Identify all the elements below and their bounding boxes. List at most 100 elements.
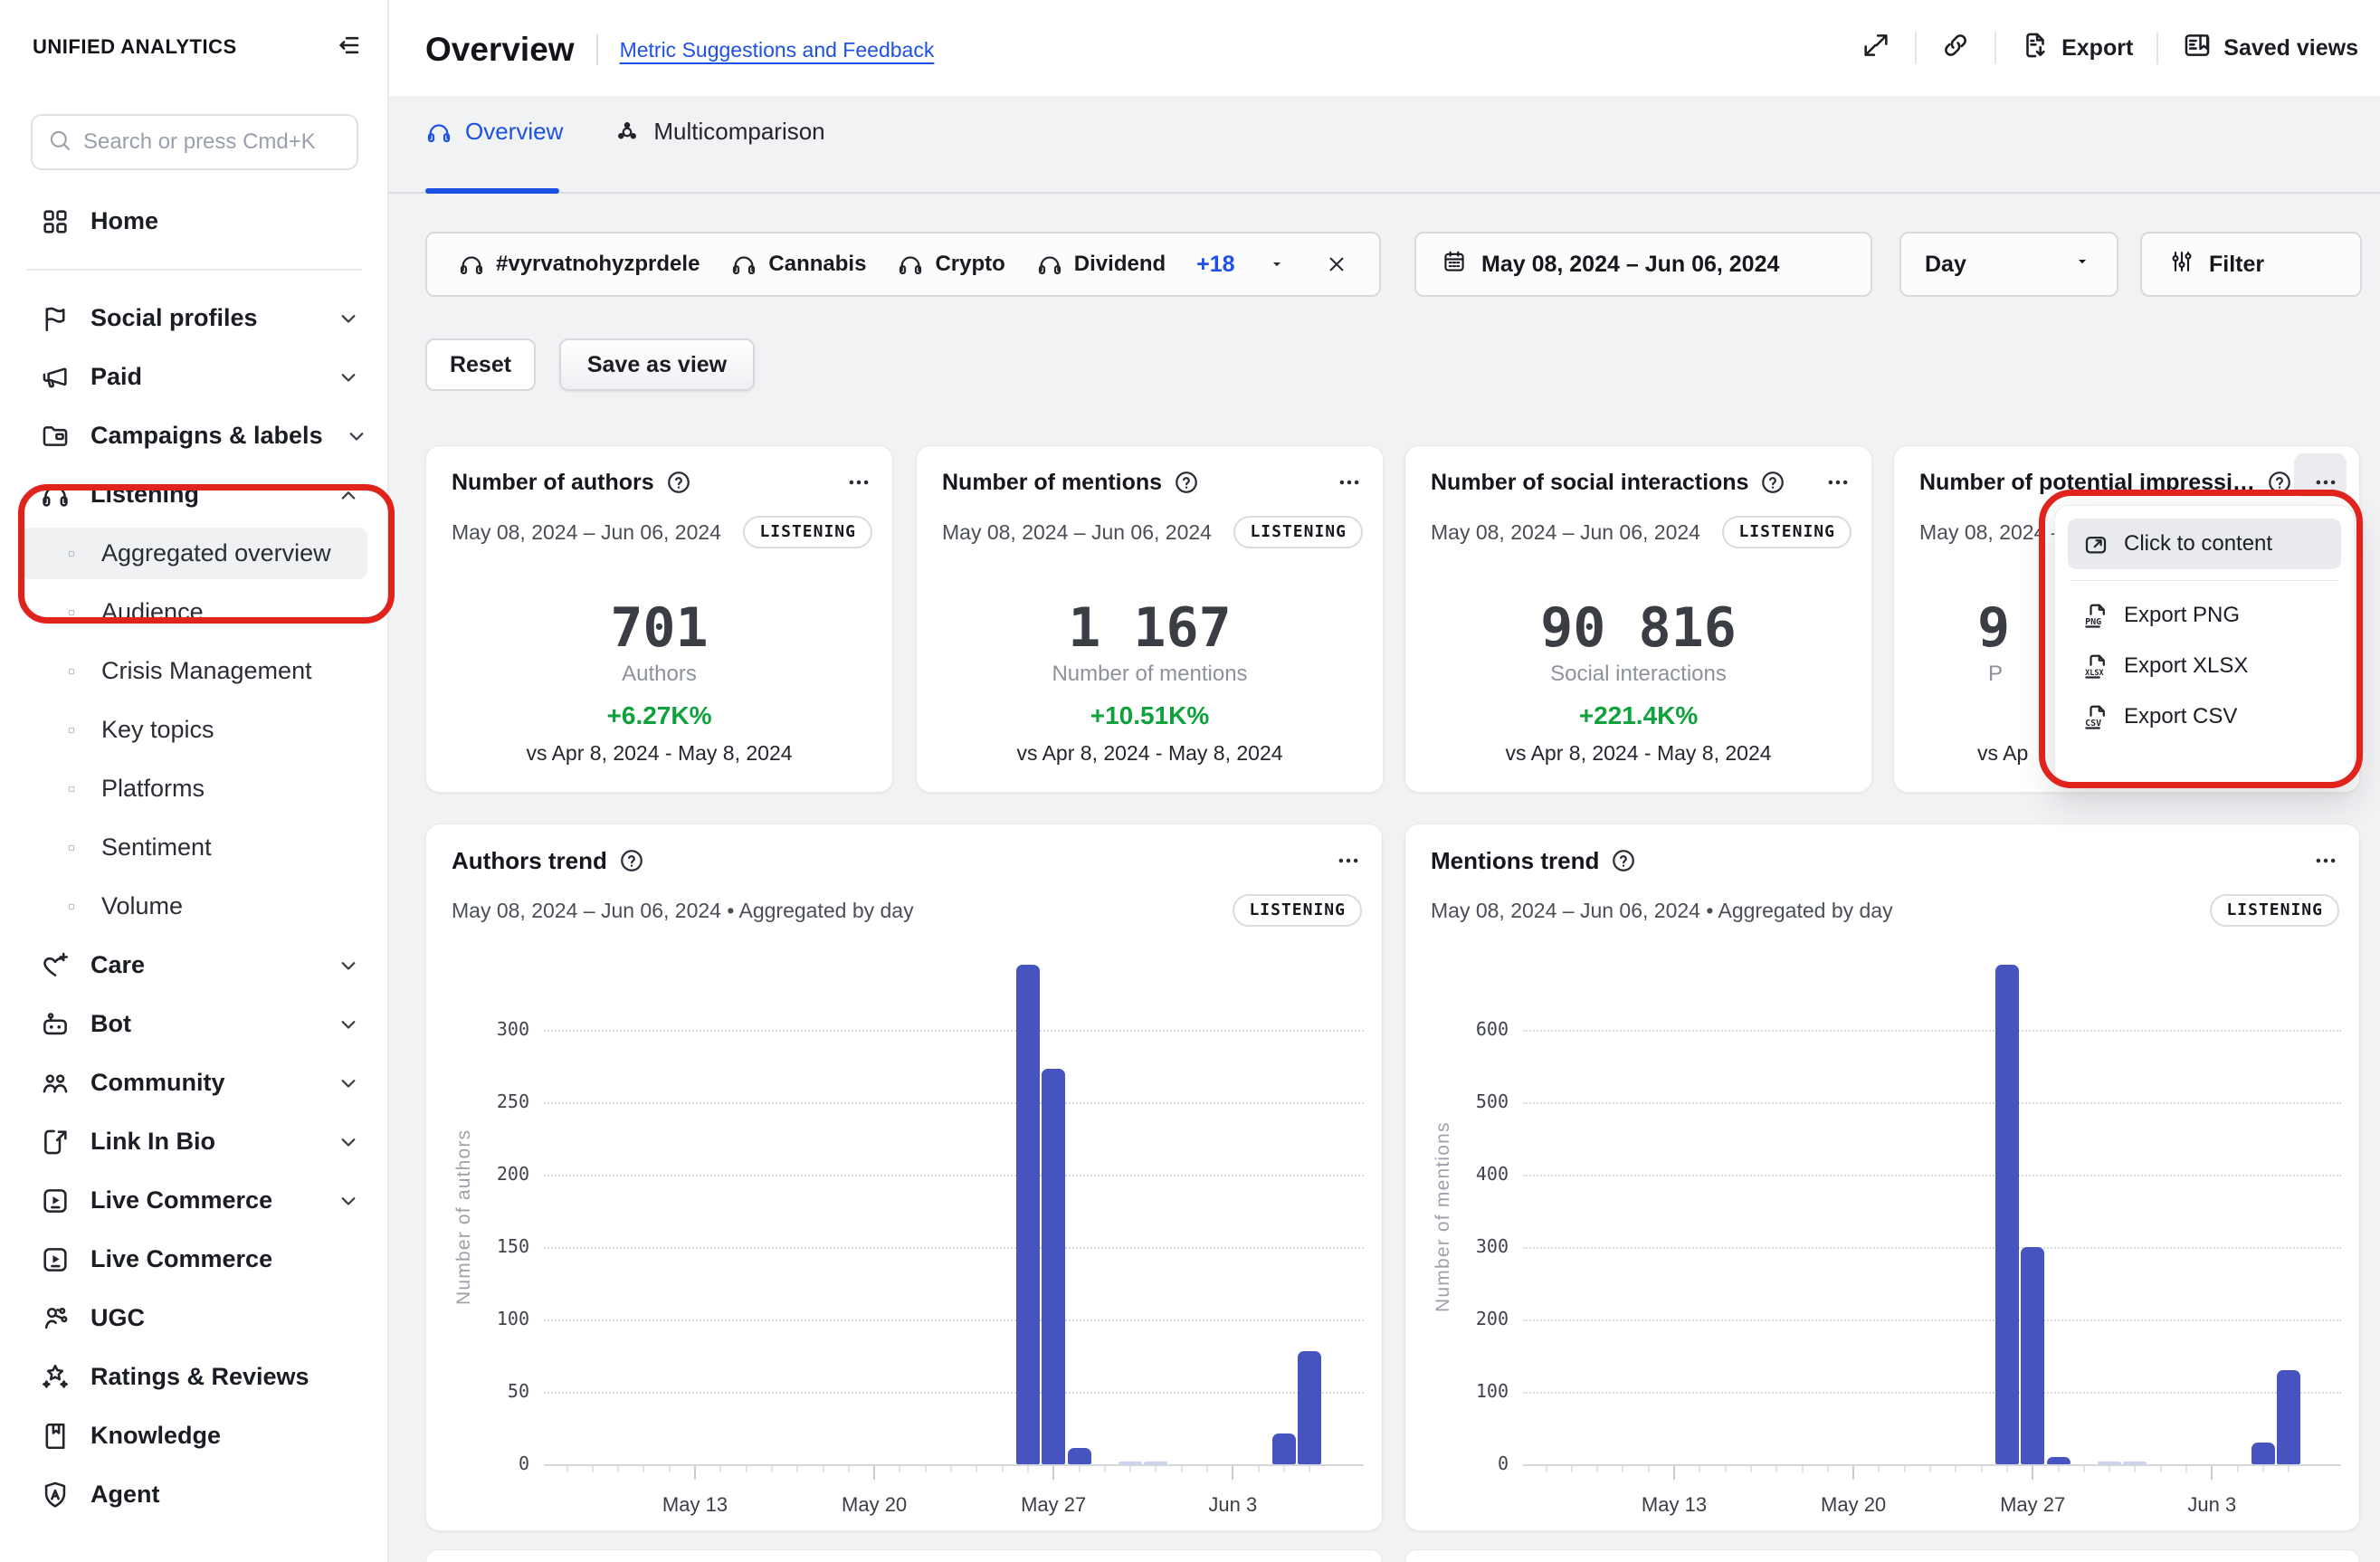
date-range-picker[interactable]: May 08, 2024 – Jun 06, 2024 <box>1414 232 1872 297</box>
bar-jun-5[interactable] <box>2251 1443 2275 1464</box>
bar-may-26[interactable] <box>1994 965 2019 1464</box>
menu-item-label: Export CSV <box>2124 704 2238 729</box>
sidebar-item-home[interactable]: Home <box>0 192 389 251</box>
chevron-down-icon[interactable] <box>335 1129 362 1156</box>
y-axis-tick-label: 50 <box>507 1380 529 1402</box>
day-tick <box>770 1466 773 1472</box>
save-as-view-button[interactable]: Save as view <box>559 338 755 391</box>
sidebar-item-sentiment[interactable]: Sentiment <box>0 818 389 877</box>
help-icon[interactable] <box>2266 469 2293 496</box>
bar-jun-6[interactable] <box>2277 1370 2301 1464</box>
bar-may-30[interactable] <box>2098 1462 2122 1464</box>
day-tick <box>1206 1466 1208 1472</box>
sidebar-item-bot[interactable]: Bot <box>0 995 389 1053</box>
card-menu-button[interactable] <box>1824 469 1852 496</box>
chevron-down-icon[interactable] <box>335 1070 362 1097</box>
stars-icon <box>40 1362 71 1393</box>
bar-may-28[interactable] <box>2046 1457 2071 1464</box>
menu-item-export-png[interactable]: PNG Export PNG <box>2068 590 2341 641</box>
more-topics-button[interactable]: +18 <box>1196 251 1235 277</box>
bar-may-27[interactable] <box>2021 1247 2045 1464</box>
chevron-down-icon[interactable] <box>335 305 362 332</box>
topic-chip[interactable]: Dividend <box>1036 251 1166 278</box>
sidebar-item-live-commerce[interactable]: Live Commerce <box>0 1171 389 1230</box>
card-menu-button[interactable] <box>1336 469 1363 496</box>
bar-jun-5[interactable] <box>1271 1433 1296 1464</box>
x-axis-tick <box>1673 1466 1675 1480</box>
menu-item-export-csv[interactable]: CSV Export CSV <box>2068 691 2341 742</box>
help-icon[interactable] <box>665 469 692 496</box>
sidebar-item-social-profiles[interactable]: Social profiles <box>0 289 389 348</box>
topic-chip[interactable]: Cannabis <box>730 251 866 278</box>
menu-item-label: Export XLSX <box>2124 653 2249 678</box>
sidebar-item-aggregated-overview[interactable]: Aggregated overview <box>0 524 389 583</box>
sidebar-item-volume[interactable]: Volume <box>0 877 389 936</box>
sidebar-item-care[interactable]: Care <box>0 936 389 995</box>
bar-jun-6[interactable] <box>1298 1351 1322 1464</box>
granularity-select[interactable]: Day <box>1899 232 2118 297</box>
help-icon[interactable] <box>1759 469 1786 496</box>
chevron-down-icon[interactable] <box>343 423 370 450</box>
filter-button[interactable]: Filter <box>2140 232 2362 297</box>
sidebar-item-knowledge[interactable]: Knowledge <box>0 1406 389 1465</box>
card-menu-button[interactable] <box>2312 847 2339 874</box>
square-bullet-icon <box>65 724 78 737</box>
sidebar-search[interactable] <box>31 114 358 170</box>
saved-views-button[interactable]: Saved views <box>2182 30 2358 67</box>
sidebar-item-campaigns-labels[interactable]: Campaigns & labels <box>0 406 389 465</box>
collapse-sidebar-icon[interactable] <box>331 30 362 65</box>
help-icon[interactable] <box>1173 469 1200 496</box>
sidebar-item-listening[interactable]: Listening <box>0 465 389 524</box>
gridline <box>1523 1392 2341 1394</box>
y-axis-tick-label: 0 <box>518 1452 529 1474</box>
metric-suggestions-link[interactable]: Metric Suggestions and Feedback <box>619 37 935 62</box>
bar-may-31[interactable] <box>2123 1462 2147 1464</box>
menu-item-export-xlsx[interactable]: XLSX Export XLSX <box>2068 641 2341 691</box>
tab-multicomparison[interactable]: Multicomparison <box>614 118 825 171</box>
x-axis-tick <box>1852 1466 1855 1480</box>
clear-topics-icon[interactable] <box>1324 252 1349 277</box>
tab-overview[interactable]: Overview <box>425 118 563 171</box>
header-separator <box>595 34 598 65</box>
sidebar-item-label: Knowledge <box>90 1422 222 1449</box>
sidebar-item-community[interactable]: Community <box>0 1053 389 1112</box>
topic-chip[interactable]: Crypto <box>897 251 1005 278</box>
help-icon[interactable] <box>1610 847 1637 874</box>
bar-may-26[interactable] <box>1015 965 1040 1464</box>
chevron-down-icon[interactable] <box>335 1011 362 1038</box>
chevron-down-icon[interactable] <box>335 364 362 391</box>
help-icon[interactable] <box>618 847 645 874</box>
card-menu-button[interactable] <box>1335 847 1362 874</box>
square-bullet-icon <box>65 842 78 854</box>
sidebar-item-crisis-management[interactable]: Crisis Management <box>0 642 389 700</box>
card-menu-button[interactable] <box>845 469 872 496</box>
fullscreen-button[interactable] <box>1861 30 1891 67</box>
day-tick <box>1078 1466 1081 1472</box>
sidebar-item-link-in-bio[interactable]: Link In Bio <box>0 1112 389 1171</box>
bar-may-28[interactable] <box>1067 1448 1091 1464</box>
sidebar-item-live-commerce[interactable]: Live Commerce <box>0 1230 389 1289</box>
sidebar-item-audience[interactable]: Audience <box>0 583 389 642</box>
sidebar-item-paid[interactable]: Paid <box>0 348 389 406</box>
menu-item-click-to-content[interactable]: Click to content <box>2068 519 2341 569</box>
day-tick <box>1903 1466 1906 1472</box>
chevron-down-icon[interactable] <box>335 1187 362 1214</box>
bar-may-27[interactable] <box>1042 1069 1066 1464</box>
topic-chip[interactable]: #vyrvatnohyzprdele <box>458 251 700 278</box>
sidebar-item-key-topics[interactable]: Key topics <box>0 700 389 759</box>
caret-down-icon[interactable] <box>1266 253 1288 275</box>
export-button[interactable]: Export <box>2020 30 2133 67</box>
chevron-down-icon[interactable] <box>335 952 362 979</box>
sidebar-item-platforms[interactable]: Platforms <box>0 759 389 818</box>
bar-may-31[interactable] <box>1144 1462 1168 1464</box>
square-bullet-icon <box>65 548 78 560</box>
sidebar-item-agent[interactable]: Agent <box>0 1465 389 1524</box>
sidebar-item-ugc[interactable]: UGC <box>0 1289 389 1348</box>
card-menu-button[interactable] <box>2312 469 2339 496</box>
search-input[interactable] <box>83 129 342 155</box>
bar-may-30[interactable] <box>1119 1461 1143 1464</box>
chevron-up-icon[interactable] <box>335 481 362 509</box>
copy-link-button[interactable] <box>1940 30 1971 67</box>
sidebar-item-ratings-reviews[interactable]: Ratings & Reviews <box>0 1348 389 1406</box>
reset-button[interactable]: Reset <box>425 338 536 391</box>
